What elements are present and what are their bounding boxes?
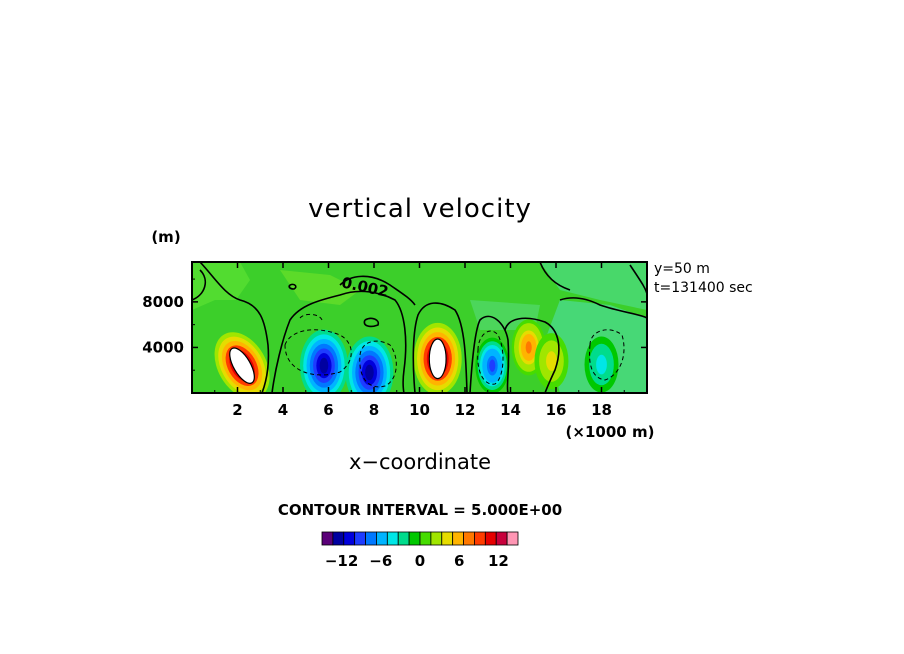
colorbar-swatch — [354, 531, 366, 546]
colorbar-swatch — [386, 531, 399, 546]
updraft-cell — [534, 333, 569, 390]
colorbar-tick-label: −6 — [369, 552, 392, 570]
colorbar-tick-label: 12 — [488, 552, 509, 570]
contour-interval-label: CONTOUR INTERVAL = 5.000E+00 — [278, 501, 562, 519]
negative-contours — [284, 313, 625, 388]
colorbar-swatch — [332, 531, 345, 546]
x-tick-label: 2 — [232, 401, 242, 419]
x-tick-label: 14 — [500, 401, 521, 419]
colorbar-swatch — [495, 531, 508, 546]
colorbar-swatch — [463, 531, 475, 546]
colorbar-tick-label: −12 — [325, 552, 358, 570]
colorbar-swatch — [321, 531, 334, 546]
heatmap-field — [192, 262, 647, 393]
colorbar-tick-label: 0 — [415, 552, 425, 570]
colorbar-swatch — [365, 531, 377, 546]
downdraft-cell — [345, 336, 394, 393]
colorbar-swatch — [474, 531, 486, 546]
updraft-cell — [413, 322, 462, 393]
y-tick-label: 4000 — [142, 338, 184, 356]
updraft-cell — [214, 332, 270, 393]
contour-lines — [192, 262, 647, 393]
downdraft-cell — [475, 337, 510, 393]
x-tick-label: 6 — [323, 401, 333, 419]
colorbar-swatch — [452, 531, 464, 546]
x-tick-label: 8 — [369, 401, 379, 419]
x-axis-unit: (×1000 m) — [566, 423, 655, 441]
x-tick-label: 16 — [546, 401, 567, 419]
x-tick-label: 12 — [455, 401, 476, 419]
time-annotation: t=131400 sec — [654, 280, 753, 296]
colorbar-swatch — [408, 531, 421, 546]
y-axis: 4000 8000 — [142, 278, 647, 371]
x-tick-label: 18 — [591, 401, 612, 419]
y-axis-label: (m) — [151, 228, 180, 246]
colorbar-swatch — [484, 531, 497, 546]
colorbar-swatch — [343, 531, 356, 546]
slice-annotation: y=50 m — [654, 261, 710, 277]
colorbar: −12 −6 0 6 12 — [321, 531, 519, 570]
x-axis-label: x−coordinate — [349, 450, 491, 474]
colorbar-swatch — [376, 531, 388, 546]
colorbar-swatch — [506, 531, 519, 546]
x-axis: 2 4 6 8 10 12 14 16 18 — [214, 262, 625, 419]
colorbar-swatch — [430, 531, 443, 546]
x-tick-label: 10 — [409, 401, 430, 419]
chart-title: vertical velocity — [308, 194, 532, 224]
colorbar-tick-label: 6 — [454, 552, 464, 570]
y-tick-label: 8000 — [142, 293, 184, 311]
colorbar-swatch — [397, 531, 410, 546]
colorbar-swatch — [419, 531, 432, 546]
x-tick-label: 4 — [278, 401, 288, 419]
downdraft-cell — [584, 336, 619, 393]
downdraft-cell — [299, 329, 348, 393]
colorbar-swatch — [441, 531, 454, 546]
